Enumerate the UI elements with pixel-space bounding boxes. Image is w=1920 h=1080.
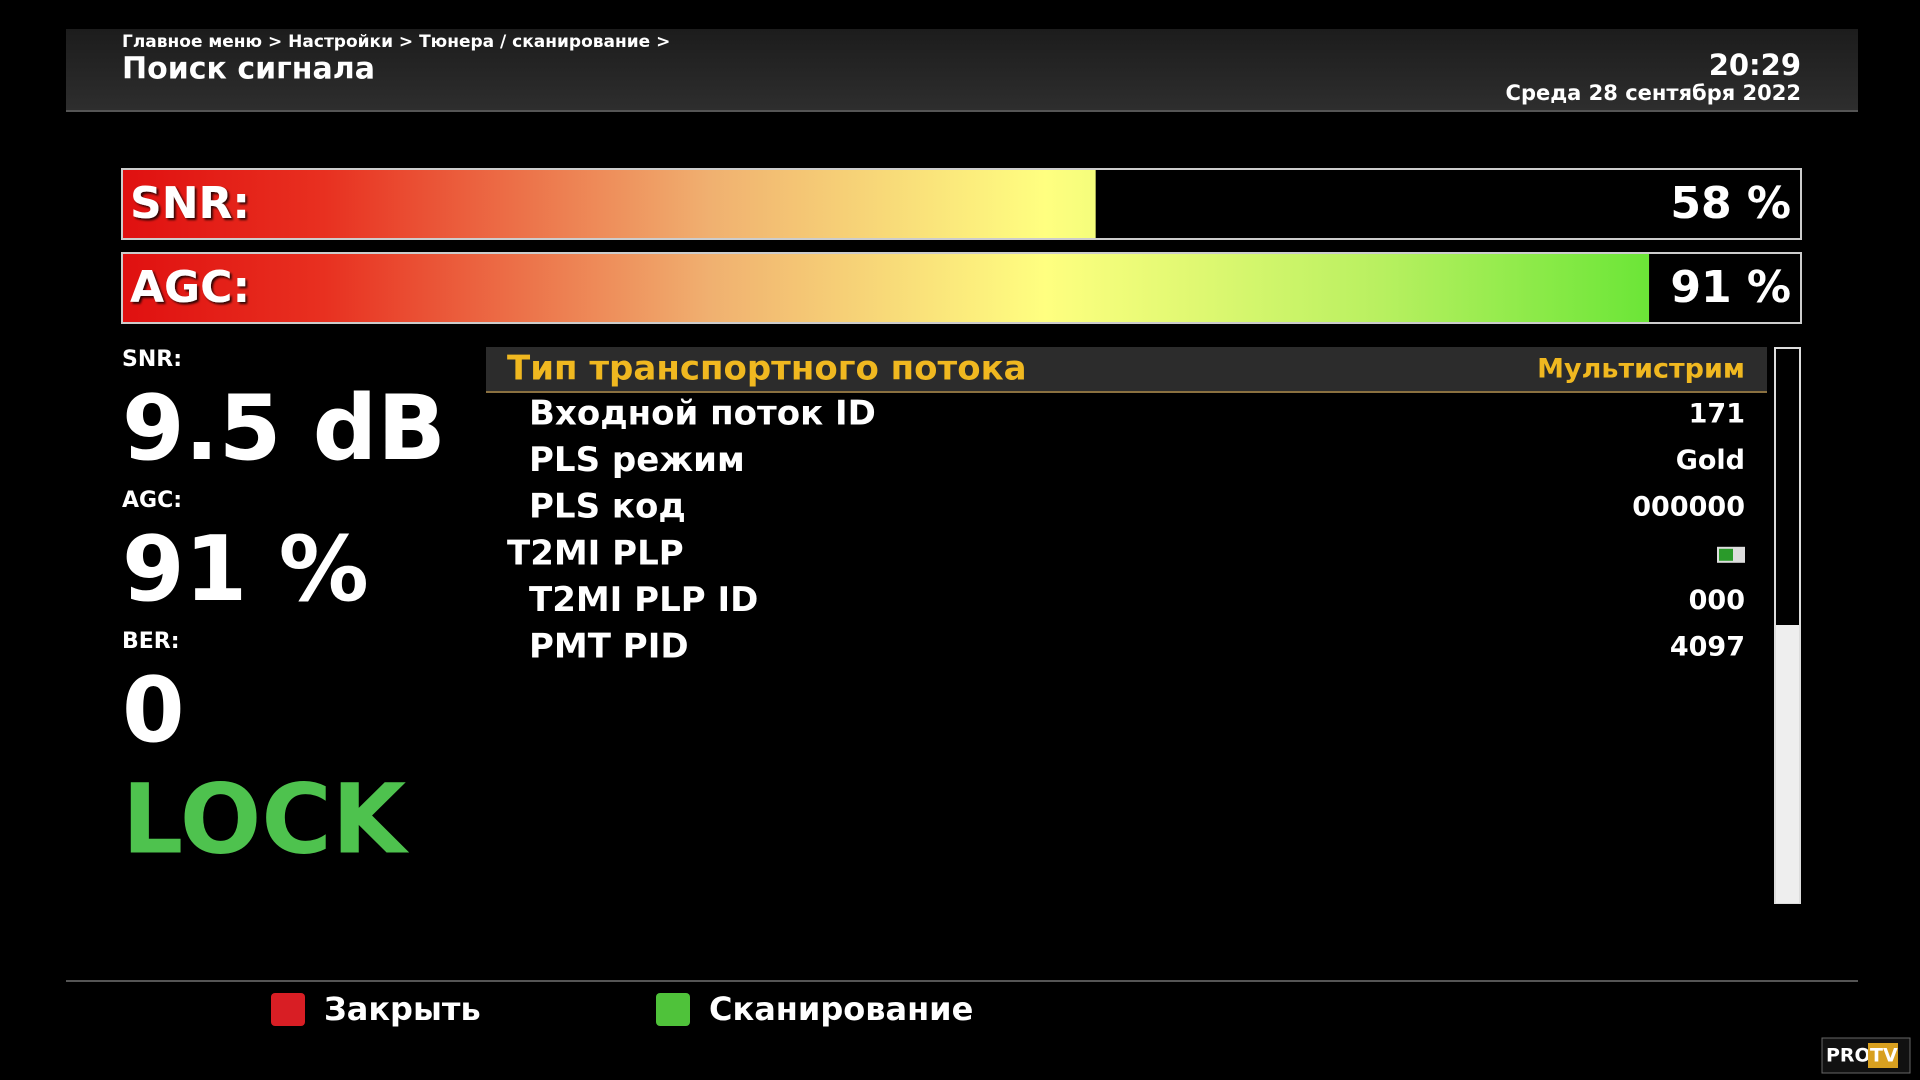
stat-value: 0	[122, 658, 185, 763]
watermark-brand: PRO	[1826, 1045, 1871, 1067]
watermark-tv: TV	[1870, 1045, 1898, 1067]
table-header-label: Тип транспортного потока	[507, 349, 1027, 389]
button-label[interactable]: Сканирование	[709, 990, 973, 1028]
row-label: T2MI PLP	[507, 533, 684, 573]
row-label: T2MI PLP ID	[529, 580, 758, 620]
meters: SNR: 58 % AGC: 91 %	[121, 168, 1802, 324]
meter-label: AGC:	[130, 262, 250, 313]
button-key[interactable]	[656, 993, 690, 1026]
footer: Закрыть Сканирование	[271, 990, 973, 1028]
meter-fill	[123, 170, 1096, 238]
scrollbar-thumb	[1776, 625, 1799, 903]
meter-fill	[123, 254, 1650, 322]
stat-label: BER:	[122, 629, 180, 654]
info-table: Тип транспортного потока Мультистрим Входн…	[486, 347, 1767, 667]
row-value: 000000	[1632, 492, 1745, 523]
button-label[interactable]: Закрыть	[324, 990, 481, 1028]
meter-label: SNR:	[130, 178, 250, 229]
table-header-bg	[486, 347, 1767, 392]
title: Поиск сигнала	[122, 52, 375, 87]
header-band	[66, 29, 1858, 111]
time: 20:29	[1709, 48, 1801, 82]
meter-value: 91 %	[1670, 262, 1791, 313]
watermark-tv-bg	[1868, 1043, 1898, 1068]
date: Среда 28 сентября 2022	[1506, 81, 1801, 105]
row-label: Входной поток ID	[529, 394, 876, 434]
breadcrumb: Главное меню > Настройки > Тюнера / скан…	[122, 32, 670, 52]
row-value: 171	[1689, 399, 1745, 430]
table-header-value: Мультистрим	[1537, 354, 1745, 385]
row-label: PMT PID	[529, 627, 689, 667]
row-label: PLS код	[529, 487, 686, 527]
stat-value: 9.5 dB	[122, 376, 446, 481]
row-value: 4097	[1670, 632, 1745, 663]
toggle-knob	[1719, 548, 1733, 561]
button-key[interactable]	[271, 993, 305, 1026]
meter-value: 58 %	[1670, 178, 1791, 229]
stat-label: SNR:	[122, 347, 182, 372]
row-label: PLS режим	[529, 440, 745, 480]
row-value: 000	[1689, 585, 1745, 616]
row-value: Gold	[1676, 445, 1745, 476]
lock-status: LOCK	[122, 763, 410, 875]
stats: SNR: 9.5 dB AGC: 91 % BER: 0	[122, 347, 446, 763]
stat-value: 91 %	[122, 517, 369, 622]
stat-label: AGC:	[122, 488, 182, 513]
